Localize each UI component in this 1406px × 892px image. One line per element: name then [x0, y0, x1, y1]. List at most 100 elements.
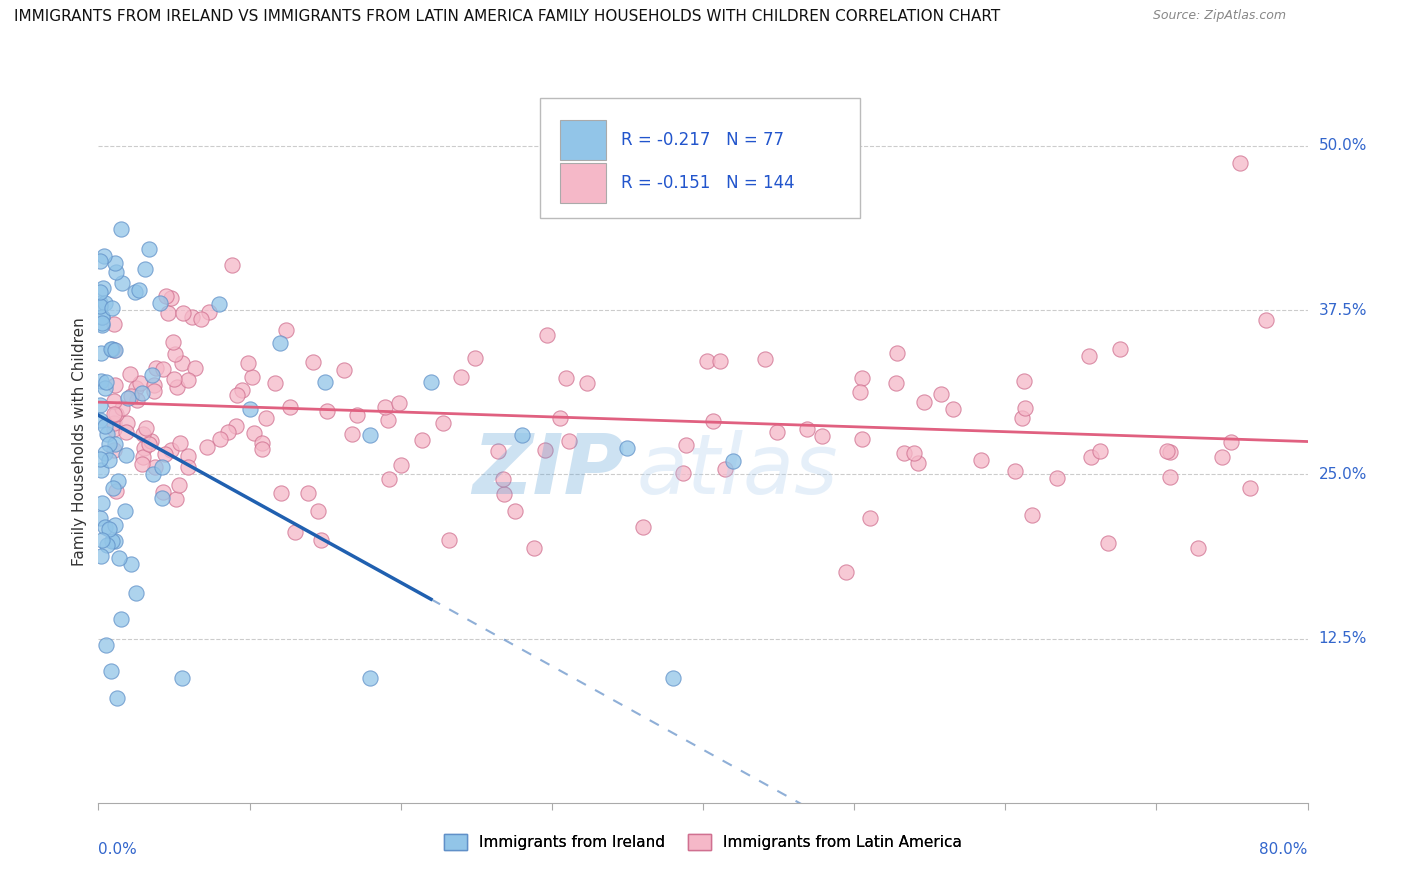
- Text: R = -0.151   N = 144: R = -0.151 N = 144: [621, 174, 794, 193]
- Point: [1088, 444, 1111, 458]
- Point: [110, 612, 132, 626]
- Point: [239, 401, 262, 416]
- Point: [162, 334, 184, 349]
- Point: [135, 421, 157, 435]
- Point: [172, 356, 194, 370]
- Point: [250, 442, 273, 457]
- Point: [150, 460, 173, 475]
- Point: [903, 446, 925, 460]
- Point: [94, 381, 117, 395]
- Point: [970, 453, 993, 467]
- Point: [675, 438, 697, 452]
- Point: [89, 295, 111, 310]
- Point: [702, 414, 724, 428]
- Point: [208, 296, 231, 310]
- Point: [101, 534, 124, 549]
- Point: [297, 485, 319, 500]
- Point: [1159, 445, 1181, 459]
- Point: [942, 401, 965, 416]
- Point: [912, 395, 935, 409]
- Point: [103, 422, 125, 436]
- Point: [439, 533, 461, 547]
- Point: [120, 389, 142, 403]
- Point: [108, 550, 131, 565]
- Point: [94, 638, 117, 652]
- Point: [100, 342, 122, 356]
- Point: [236, 355, 259, 369]
- Point: [89, 511, 111, 525]
- Point: [104, 437, 127, 451]
- Point: [492, 486, 515, 500]
- Point: [104, 377, 127, 392]
- Point: [360, 428, 382, 442]
- Text: 37.5%: 37.5%: [1319, 302, 1367, 318]
- Point: [143, 384, 166, 398]
- Point: [278, 401, 301, 415]
- Legend: Immigrants from Ireland, Immigrants from Latin America: Immigrants from Ireland, Immigrants from…: [437, 829, 969, 856]
- Point: [91, 310, 114, 325]
- Point: [190, 311, 212, 326]
- Point: [696, 354, 718, 368]
- Point: [101, 481, 124, 495]
- Point: [486, 443, 509, 458]
- Point: [284, 525, 307, 540]
- Point: [114, 504, 136, 518]
- Point: [548, 410, 571, 425]
- Point: [420, 376, 443, 390]
- Point: [124, 285, 146, 300]
- Point: [111, 401, 134, 415]
- Point: [1080, 450, 1102, 464]
- Point: [254, 411, 277, 425]
- Point: [132, 441, 155, 455]
- Point: [534, 442, 557, 457]
- Point: [91, 281, 114, 295]
- Point: [198, 305, 221, 319]
- Point: [104, 343, 127, 357]
- Point: [103, 343, 125, 358]
- Point: [104, 533, 127, 548]
- Point: [723, 454, 745, 468]
- Point: [505, 504, 527, 518]
- Point: [616, 441, 638, 455]
- Point: [209, 432, 232, 446]
- Point: [411, 433, 433, 447]
- Point: [274, 323, 297, 337]
- Point: [250, 435, 273, 450]
- Point: [835, 565, 858, 579]
- Point: [270, 485, 292, 500]
- Point: [1046, 471, 1069, 485]
- Point: [153, 446, 176, 460]
- Point: [125, 585, 148, 599]
- Point: [89, 452, 111, 467]
- Point: [90, 549, 112, 563]
- Point: [221, 258, 243, 272]
- Point: [1097, 536, 1119, 550]
- Point: [103, 393, 125, 408]
- Text: 12.5%: 12.5%: [1319, 632, 1367, 646]
- Point: [269, 336, 291, 351]
- Point: [886, 346, 908, 360]
- Point: [115, 425, 138, 439]
- Point: [131, 385, 153, 400]
- Point: [100, 301, 122, 316]
- Point: [163, 347, 186, 361]
- Point: [240, 370, 263, 384]
- Point: [389, 458, 412, 472]
- Text: IMMIGRANTS FROM IRELAND VS IMMIGRANTS FROM LATIN AMERICA FAMILY HOUSEHOLDS WITH : IMMIGRANTS FROM IRELAND VS IMMIGRANTS FR…: [14, 9, 1000, 24]
- Point: [307, 504, 329, 518]
- Point: [766, 425, 789, 439]
- Point: [1239, 481, 1261, 495]
- Point: [155, 289, 177, 303]
- Point: [103, 442, 125, 457]
- Point: [91, 533, 114, 547]
- Point: [89, 254, 111, 268]
- Point: [661, 671, 683, 685]
- Text: 0.0%: 0.0%: [98, 842, 138, 856]
- Point: [1220, 434, 1243, 449]
- Point: [105, 690, 128, 705]
- Point: [134, 261, 156, 276]
- Point: [1109, 342, 1132, 356]
- Point: [231, 383, 253, 397]
- Point: [111, 277, 134, 291]
- Point: [217, 425, 239, 439]
